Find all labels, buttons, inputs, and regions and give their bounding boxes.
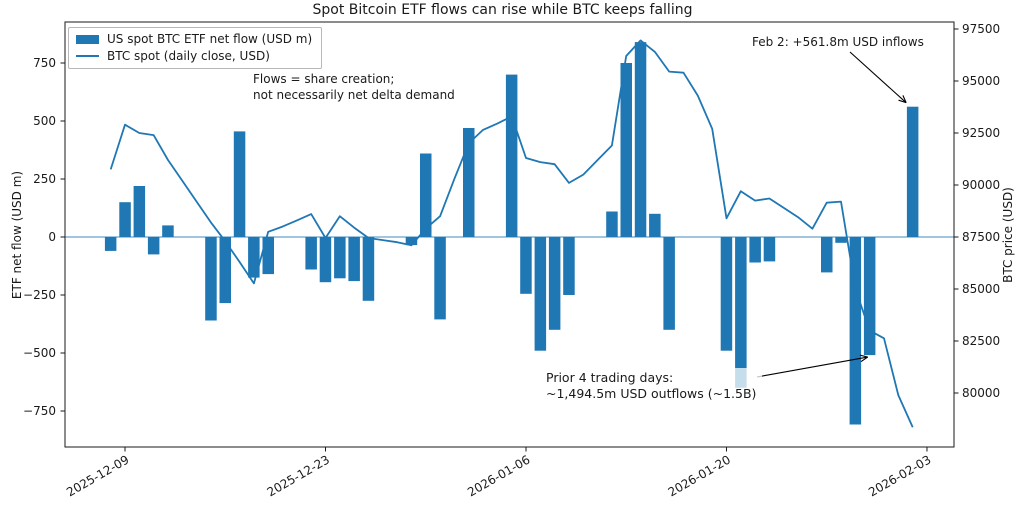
left-tick-label: −250 — [23, 288, 56, 302]
etf-flow-bar — [835, 237, 847, 243]
etf-flow-bar — [563, 237, 575, 295]
etf-flow-bar — [305, 237, 317, 270]
etf-flow-bar — [735, 237, 747, 388]
etf-flow-bar — [634, 42, 647, 237]
left-tick-label: 750 — [33, 56, 56, 70]
etf-flow-bar — [649, 213, 661, 237]
left-tick-label: −750 — [23, 404, 56, 418]
etf-flow-bar — [362, 237, 375, 301]
right-tick-label: 90000 — [962, 178, 1000, 192]
legend-line-label: BTC spot (daily close, USD) — [107, 49, 270, 63]
right-axis-label: BTC price (USD) — [1001, 187, 1015, 283]
etf-flow-bar — [205, 237, 217, 321]
etf-flow-bar — [663, 237, 675, 330]
tick-marks — [60, 28, 959, 452]
annotation-flows-note: Flows = share creation; not necessarily … — [253, 72, 455, 103]
annotation-prior4-outflows: Prior 4 trading days: ~1,494.5m USD outf… — [541, 368, 763, 404]
etf-flow-bar — [248, 237, 260, 278]
etf-flow-bar — [147, 237, 160, 255]
etf-flow-bar — [606, 211, 618, 237]
left-tick-label: 500 — [33, 114, 56, 128]
x-tick-label: 2026-01-20 — [666, 452, 733, 499]
plot-border — [64, 21, 955, 448]
etf-flow-bar — [749, 237, 761, 263]
feb2-arrow — [849, 51, 907, 104]
right-tick-label: 87500 — [962, 230, 1000, 244]
etf-flow-bar — [849, 237, 862, 425]
prior4-arrow — [756, 354, 869, 378]
etf-flow-bar — [763, 237, 776, 262]
etf-flow-bar — [334, 237, 346, 279]
x-tick-label: 2026-02-03 — [866, 452, 933, 499]
x-tick-label: 2026-01-06 — [465, 452, 532, 499]
etf-flow-bar — [420, 153, 432, 237]
etf-flow-bar — [348, 237, 360, 282]
x-tick-label: 2025-12-23 — [265, 452, 332, 499]
etf-flow-bar — [262, 237, 274, 275]
etf-flow-bar — [720, 237, 733, 351]
etf-flow-bar — [520, 237, 532, 294]
right-tick-label: 82500 — [962, 334, 1000, 348]
x-tick-label: 2025-12-09 — [64, 452, 131, 499]
annotation-flows-note-line2: not necessarily net delta demand — [253, 87, 455, 102]
right-tick-label: 95000 — [962, 74, 1000, 88]
legend-entry-bars: US spot BTC ETF net flow (USD m) — [76, 32, 312, 46]
left-tick-label: −500 — [23, 346, 56, 360]
etf-flow-bar — [219, 237, 231, 304]
etf-flow-bars — [104, 42, 919, 425]
annotation-flows-note-line1: Flows = share creation; — [253, 72, 395, 86]
etf-flow-bar — [104, 237, 117, 251]
etf-flow-bar — [821, 237, 833, 273]
legend-entry-line: BTC spot (daily close, USD) — [76, 49, 312, 63]
right-tick-label: 92500 — [962, 126, 1000, 140]
etf-flow-bar — [548, 237, 561, 330]
annotation-prior4-line1: Prior 4 trading days: — [546, 370, 674, 385]
btc-price-line — [109, 39, 914, 428]
etf-flow-bar — [434, 237, 446, 320]
right-tick-label: 97500 — [962, 22, 1000, 36]
etf-flow-bar — [133, 186, 146, 237]
etf-flow-bar — [119, 202, 131, 237]
annotation-prior4-line2: ~1,494.5m USD outflows (~1.5B) — [546, 385, 757, 401]
etf-flow-bar — [233, 131, 246, 237]
etf-flow-bar — [319, 237, 332, 283]
etf-flow-bar — [505, 74, 518, 237]
legend: US spot BTC ETF net flow (USD m) BTC spo… — [68, 27, 323, 69]
etf-flow-bar — [162, 225, 174, 237]
etf-flow-bar — [620, 63, 632, 237]
right-tick-label: 80000 — [962, 386, 1000, 400]
annotation-feb2-inflow: Feb 2: +561.8m USD inflows — [752, 35, 924, 49]
etf-flow-bar — [405, 237, 418, 246]
left-tick-label: 250 — [33, 172, 56, 186]
chart-title: Spot Bitcoin ETF flows can rise while BT… — [312, 2, 693, 18]
etf-flow-bar — [534, 237, 547, 351]
left-tick-label: 0 — [48, 230, 56, 244]
etf-flow-bar — [463, 128, 475, 237]
legend-bar-label: US spot BTC ETF net flow (USD m) — [107, 32, 313, 46]
right-tick-label: 85000 — [962, 282, 1000, 296]
etf-flow-bar — [863, 237, 876, 356]
left-axis-label: ETF net flow (USD m) — [10, 170, 24, 300]
bar-swatch-icon — [76, 34, 99, 44]
line-swatch-icon — [76, 54, 99, 58]
etf-flow-bar — [906, 106, 919, 237]
